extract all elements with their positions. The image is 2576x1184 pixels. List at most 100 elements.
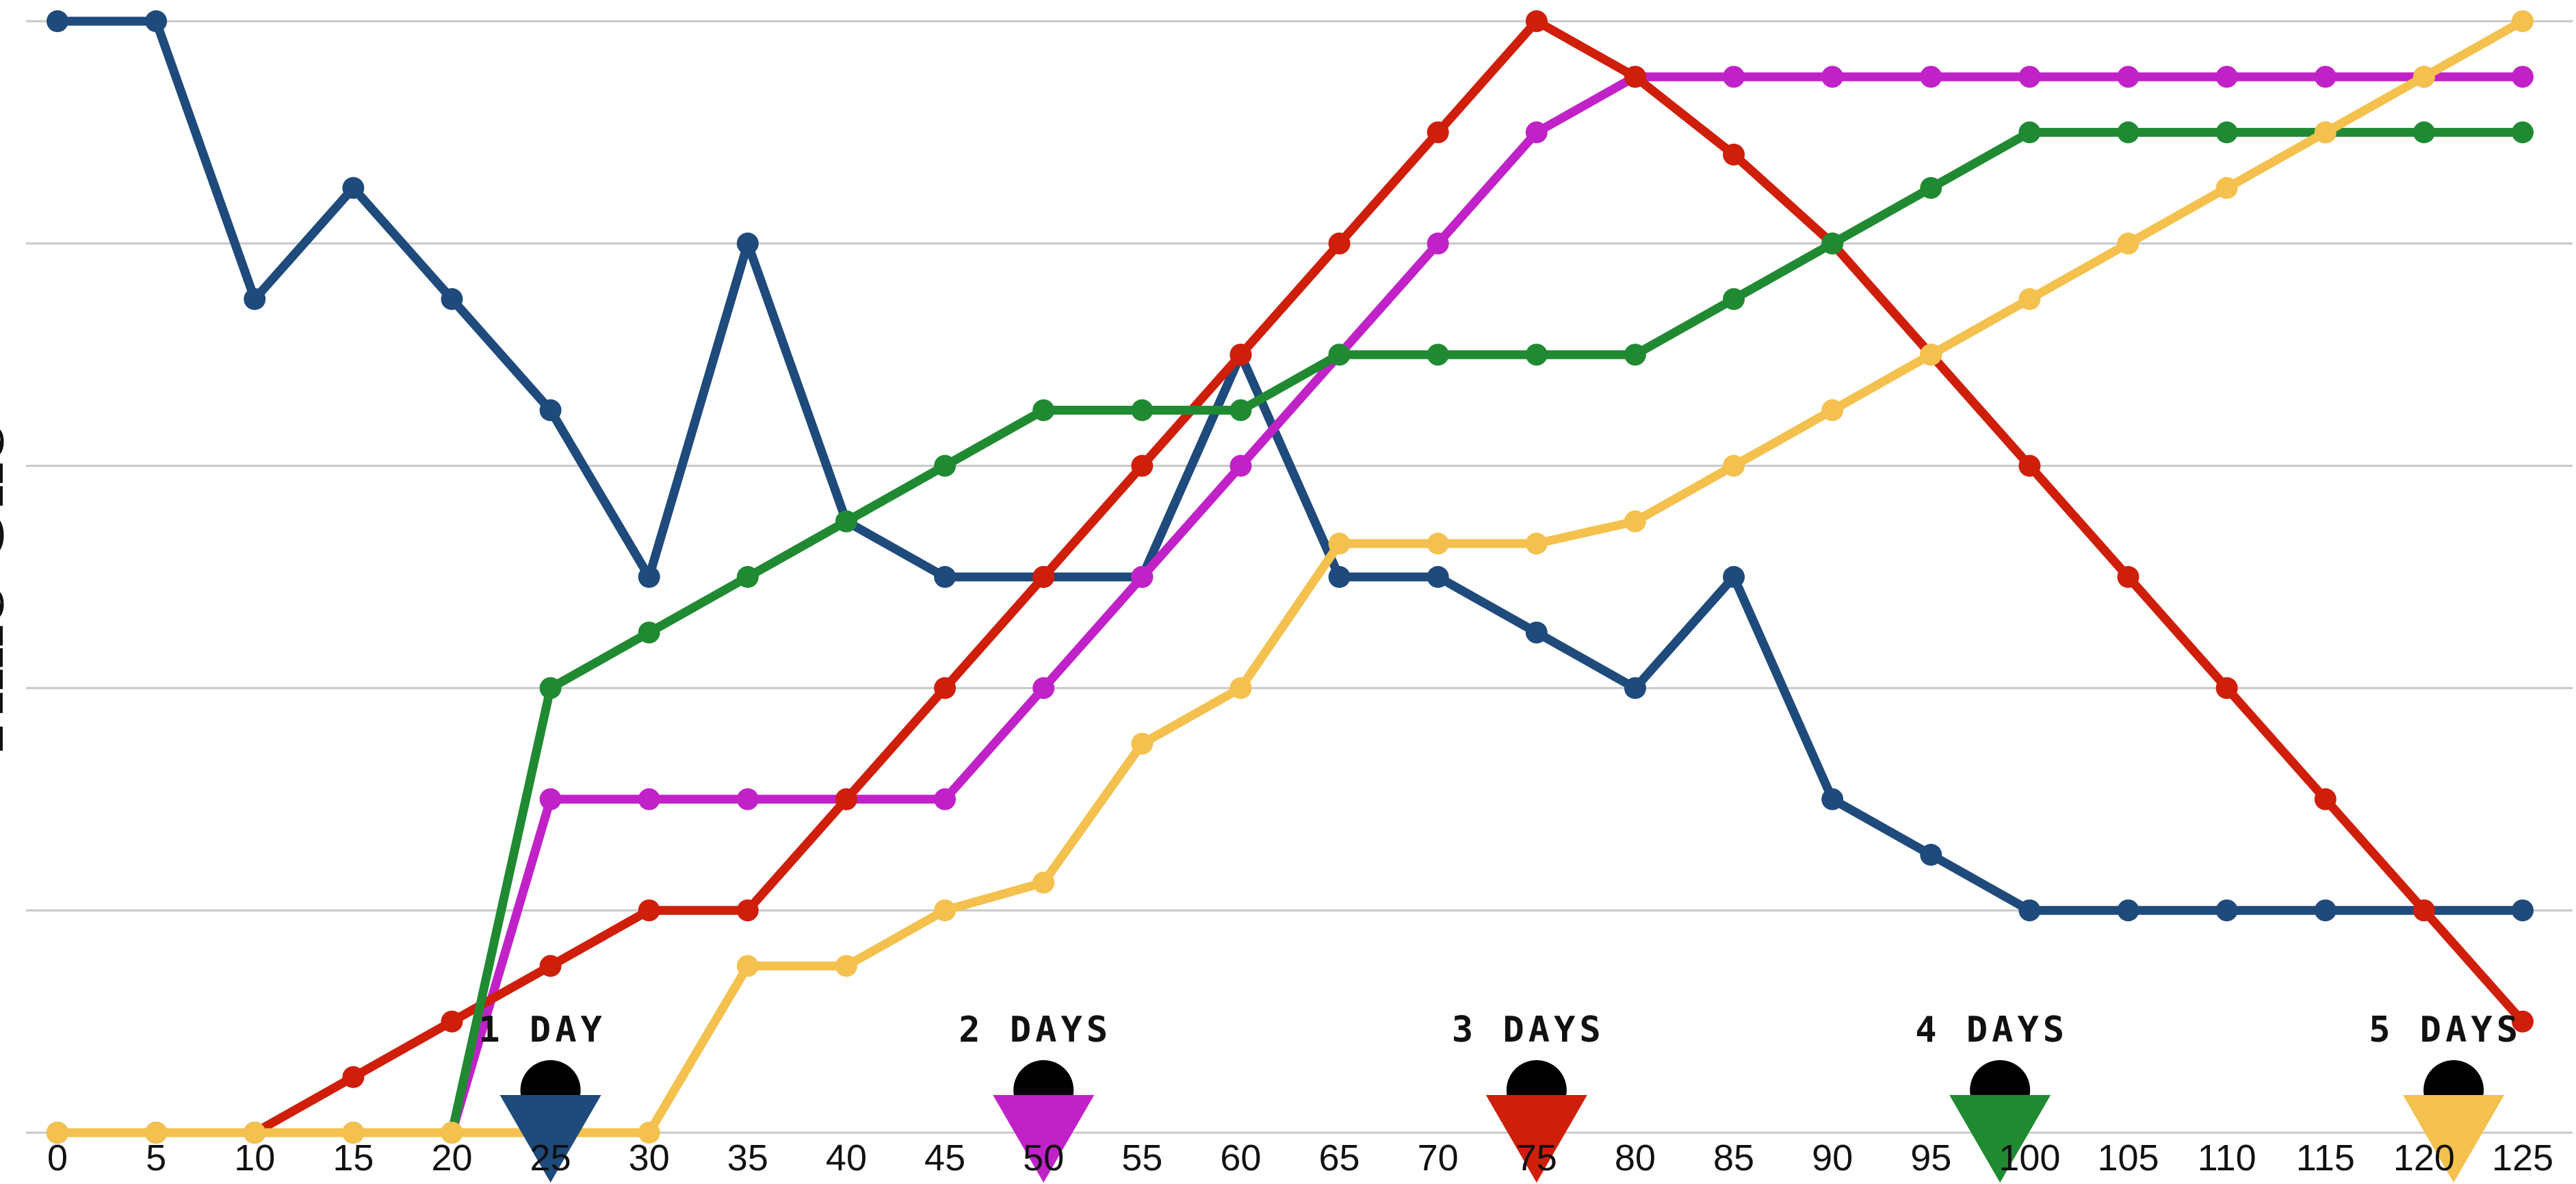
data-point [1427, 344, 1449, 366]
data-point [1032, 677, 1055, 699]
day-marker-label: 2 DAYS [959, 1009, 1112, 1051]
data-point [1427, 121, 1449, 144]
x-tick-label: 25 [530, 1137, 571, 1179]
day-markers: 1 DAY 2 DAYS 3 DAYS 4 DAYS 5 DAYS [478, 1009, 2522, 1183]
data-point [1328, 344, 1351, 366]
x-tick-label: 0 [47, 1137, 68, 1179]
series-4 [47, 121, 2534, 1144]
data-point [1920, 844, 1942, 866]
x-tick-label: 55 [1121, 1137, 1162, 1179]
data-point [1920, 344, 1942, 366]
data-point [2018, 899, 2041, 922]
data-point [1821, 232, 1844, 255]
data-point [342, 1066, 365, 1088]
x-tick-label: 70 [1418, 1137, 1459, 1179]
data-point [2018, 66, 2041, 88]
data-point [1723, 454, 1745, 477]
data-point [1131, 454, 1154, 477]
data-point [539, 399, 562, 422]
data-point [2512, 66, 2534, 88]
data-point [2314, 899, 2337, 922]
grid-lines [26, 20, 2573, 1134]
day-marker-label: 1 DAY [478, 1009, 606, 1051]
data-point [2512, 1010, 2534, 1033]
data-point [342, 1122, 365, 1144]
data-point [736, 955, 759, 977]
series-line [53, 16, 2527, 915]
y-axis-label: Time One [0, 422, 18, 762]
data-point [835, 510, 857, 532]
data-point [1131, 566, 1154, 588]
x-tick-label: 95 [1910, 1137, 1951, 1179]
data-point [2314, 788, 2337, 810]
day-marker: 2 DAYS [959, 1009, 1112, 1183]
x-tick-label: 15 [333, 1137, 374, 1179]
data-point [1525, 121, 1548, 144]
data-point [1131, 399, 1154, 422]
data-point [2512, 121, 2534, 144]
data-point [2117, 121, 2139, 144]
data-point [736, 566, 759, 588]
data-point [638, 788, 660, 810]
series-layer [47, 10, 2534, 1144]
data-point [539, 788, 562, 810]
data-point [145, 10, 168, 32]
data-point [145, 1122, 168, 1144]
data-point [2117, 899, 2139, 922]
data-point [2215, 121, 2238, 144]
data-point [2018, 288, 2041, 310]
data-point [638, 566, 660, 588]
data-point [1230, 344, 1252, 366]
day-marker-label: 5 DAYS [2369, 1009, 2522, 1051]
series-5 [47, 10, 2534, 1144]
x-tick-label: 45 [924, 1137, 965, 1179]
data-point [2412, 121, 2435, 144]
data-point [835, 788, 857, 810]
x-tick-label: 65 [1319, 1137, 1360, 1179]
marker-triangle [2403, 1095, 2505, 1183]
x-tick-label: 105 [2097, 1137, 2159, 1179]
marker-triangle [1949, 1095, 2051, 1183]
data-point [47, 10, 68, 32]
data-point [1723, 66, 1745, 88]
data-point [2215, 899, 2238, 922]
data-point [1920, 177, 1942, 199]
data-point [1427, 566, 1449, 588]
marker-triangle [499, 1095, 601, 1183]
data-point [1624, 510, 1646, 532]
data-point [638, 621, 660, 644]
data-point [2512, 10, 2534, 32]
day-marker-label: 3 DAYS [1452, 1009, 1605, 1051]
data-point [2412, 66, 2435, 88]
series-1 [47, 10, 2534, 922]
series-line [53, 127, 2527, 1137]
x-tick-label: 75 [1516, 1137, 1557, 1179]
x-tick-label: 80 [1615, 1137, 1656, 1179]
data-point [934, 677, 957, 699]
x-axis-tick-labels: 0 5 10 15 20 25 30 35 40 45 50 55 60 65 70 75 80 85 90 95 10… [47, 1137, 2553, 1179]
data-point [244, 1122, 266, 1144]
data-point [441, 1122, 463, 1144]
data-point [2314, 121, 2337, 144]
data-point [1328, 532, 1351, 555]
data-point [1131, 732, 1154, 755]
data-point [2018, 454, 2041, 477]
data-point [1723, 288, 1745, 310]
x-tick-label: 5 [146, 1137, 166, 1179]
series-line [53, 16, 2527, 1137]
data-point [1525, 10, 1548, 32]
data-point [638, 1122, 660, 1144]
data-point [1230, 454, 1252, 477]
series-3 [47, 10, 2534, 1144]
data-point [2117, 66, 2139, 88]
data-point [2215, 677, 2238, 699]
data-point [1525, 344, 1548, 366]
x-tick-label: 60 [1220, 1137, 1261, 1179]
data-point [2215, 66, 2238, 88]
day-marker: 1 DAY [478, 1009, 606, 1183]
x-tick-label: 110 [2198, 1137, 2256, 1179]
data-point [1723, 566, 1745, 588]
data-point [736, 788, 759, 810]
x-tick-label: 90 [1812, 1137, 1853, 1179]
